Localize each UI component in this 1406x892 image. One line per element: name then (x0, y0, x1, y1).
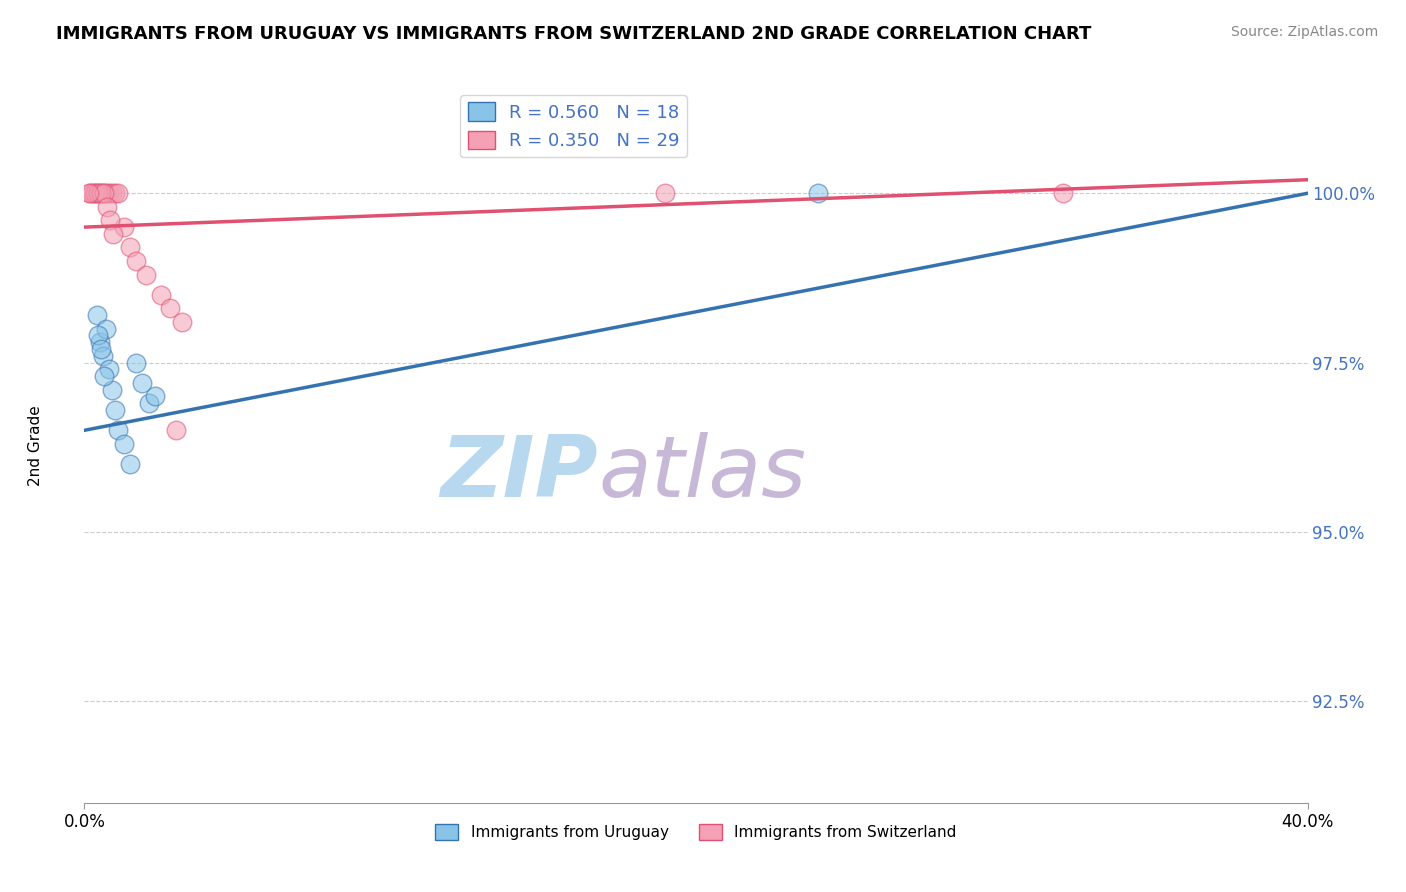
Point (159, 301, 181, 316)
Point (138, 396, 160, 410)
Point (135, 268, 157, 282)
Point (89, 335, 111, 350)
Point (93, 369, 115, 384)
Point (94, 322, 117, 336)
Point (89, 186, 111, 201)
Point (79, 186, 101, 201)
Point (104, 403, 127, 417)
Point (97, 186, 120, 201)
Point (97, 362, 120, 376)
Point (90, 186, 112, 201)
Point (86, 186, 108, 201)
Point (84, 186, 107, 201)
Point (125, 254, 148, 268)
Point (83, 186, 105, 201)
Point (1052, 186, 1074, 201)
Point (91, 349, 114, 363)
Point (101, 186, 124, 201)
Text: IMMIGRANTS FROM URUGUAY VS IMMIGRANTS FROM SWITZERLAND 2ND GRADE CORRELATION CHA: IMMIGRANTS FROM URUGUAY VS IMMIGRANTS FR… (56, 25, 1091, 43)
Point (101, 383, 124, 397)
Point (91, 186, 114, 201)
Point (107, 186, 129, 201)
Legend: Immigrants from Uruguay, Immigrants from Switzerland: Immigrants from Uruguay, Immigrants from… (429, 818, 963, 847)
Point (90, 342, 112, 356)
Text: 2nd Grade: 2nd Grade (28, 406, 42, 486)
Text: atlas: atlas (598, 432, 806, 516)
Text: ZIP: ZIP (440, 432, 598, 516)
Point (112, 220, 135, 235)
Point (96, 200, 118, 214)
Point (94, 186, 117, 201)
Point (131, 376, 153, 390)
Point (80, 186, 103, 201)
Point (103, 227, 125, 241)
Point (98, 213, 121, 227)
Text: Source: ZipAtlas.com: Source: ZipAtlas.com (1230, 25, 1378, 39)
Point (112, 437, 135, 451)
Point (86, 308, 108, 322)
Point (93, 186, 115, 201)
Point (77, 186, 100, 201)
Point (149, 288, 172, 302)
Point (807, 186, 830, 201)
Point (125, 355, 148, 369)
Point (165, 423, 187, 437)
Point (104, 186, 127, 201)
Point (107, 423, 129, 437)
Point (87, 328, 110, 343)
Point (87, 186, 110, 201)
Point (120, 240, 142, 254)
Point (143, 389, 166, 403)
Point (172, 315, 194, 329)
Point (654, 186, 676, 201)
Point (120, 457, 142, 471)
